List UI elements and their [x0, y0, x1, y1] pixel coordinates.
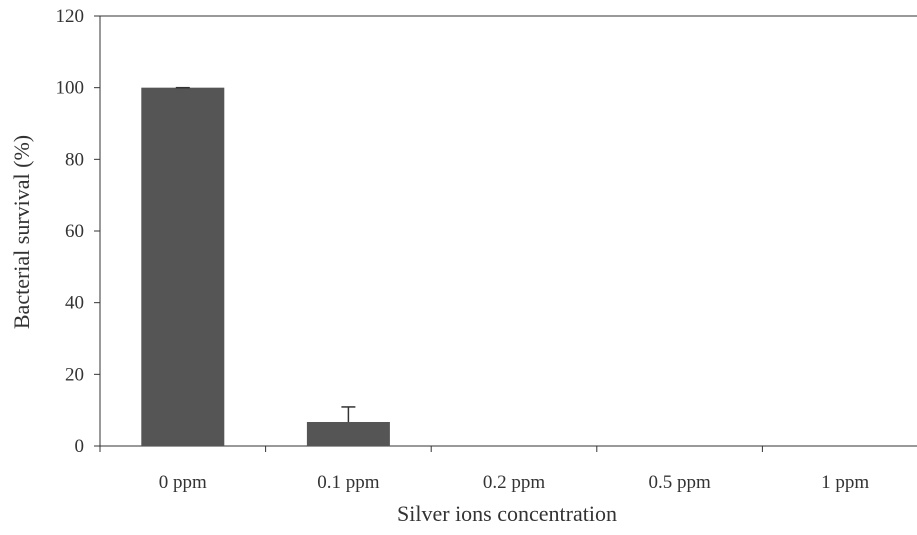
y-axis: 0 20 40 60 80 100 120	[56, 6, 100, 457]
y-tick-label: 120	[56, 6, 85, 27]
x-tick-label: 0 ppm	[159, 472, 207, 493]
error-bars	[175, 86, 356, 422]
x-axis: 0 ppm 0.1 ppm 0.2 ppm 0.5 ppm 1 ppm	[99, 446, 869, 493]
bar	[306, 421, 390, 446]
y-tick-label: 20	[65, 364, 84, 385]
y-tick-label: 80	[65, 149, 84, 170]
bar	[472, 445, 556, 446]
x-tick-label: 0.5 ppm	[648, 472, 711, 493]
y-tick-label: 40	[65, 293, 84, 314]
x-axis-title: Silver ions concentration	[397, 501, 617, 526]
x-tick-label: 1 ppm	[821, 472, 869, 493]
x-tick-label: 0.1 ppm	[317, 472, 380, 493]
bar	[803, 445, 887, 446]
bar	[638, 445, 722, 446]
bars	[141, 87, 887, 447]
x-tick-label: 0.2 ppm	[483, 472, 546, 493]
y-tick-label: 60	[65, 221, 84, 242]
y-tick-label: 0	[75, 436, 85, 457]
y-tick-label: 100	[56, 78, 85, 99]
bar	[141, 87, 225, 447]
y-axis-title: Bacterial survival (%)	[9, 135, 34, 329]
